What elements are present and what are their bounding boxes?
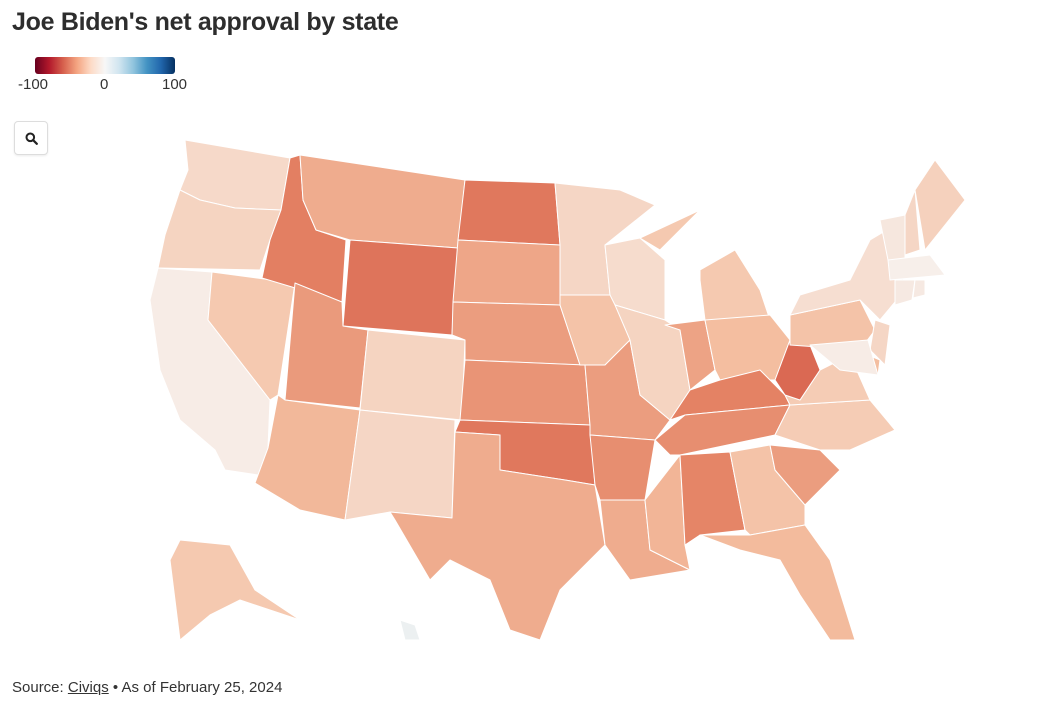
- search-icon: [25, 132, 38, 145]
- state-nj[interactable]: [869, 319, 891, 366]
- state-ak[interactable]: [169, 539, 301, 641]
- state-in[interactable]: [664, 319, 716, 391]
- state-ne[interactable]: [451, 301, 581, 366]
- state-nc[interactable]: [774, 399, 896, 451]
- legend-color-bar: [35, 57, 175, 74]
- state-fl[interactable]: [699, 524, 856, 641]
- state-ms[interactable]: [644, 454, 691, 571]
- state-mo[interactable]: [579, 339, 671, 441]
- state-co[interactable]: [359, 329, 466, 421]
- state-al[interactable]: [679, 451, 746, 546]
- zoom-button[interactable]: [14, 121, 48, 155]
- state-ma[interactable]: [887, 254, 946, 281]
- source-prefix: Source:: [12, 679, 64, 696]
- state-ri[interactable]: [912, 279, 926, 299]
- source-date: • As of February 25, 2024: [112, 679, 283, 696]
- legend-max-label: 100: [162, 76, 188, 93]
- state-me[interactable]: [914, 159, 966, 251]
- state-hi[interactable]: [399, 619, 421, 641]
- state-sc[interactable]: [769, 444, 841, 506]
- state-tx[interactable]: [389, 431, 606, 641]
- state-nh[interactable]: [904, 189, 921, 256]
- state-wy[interactable]: [342, 239, 459, 336]
- state-nd[interactable]: [457, 179, 561, 246]
- state-sd[interactable]: [452, 239, 561, 306]
- source-link[interactable]: Civiqs: [67, 679, 109, 696]
- legend-mid-label: 0: [100, 76, 109, 93]
- state-ar[interactable]: [589, 434, 656, 501]
- state-az[interactable]: [254, 394, 361, 521]
- state-md[interactable]: [809, 339, 879, 376]
- state-ct[interactable]: [894, 279, 916, 306]
- state-oh[interactable]: [704, 314, 791, 381]
- legend-min-label: -100: [18, 76, 49, 93]
- chart-title: Joe Biden's net approval by state: [12, 8, 399, 36]
- state-ks[interactable]: [459, 359, 591, 426]
- source-note: Source: Civiqs • As of February 25, 2024: [12, 679, 282, 696]
- state-nm[interactable]: [344, 409, 456, 521]
